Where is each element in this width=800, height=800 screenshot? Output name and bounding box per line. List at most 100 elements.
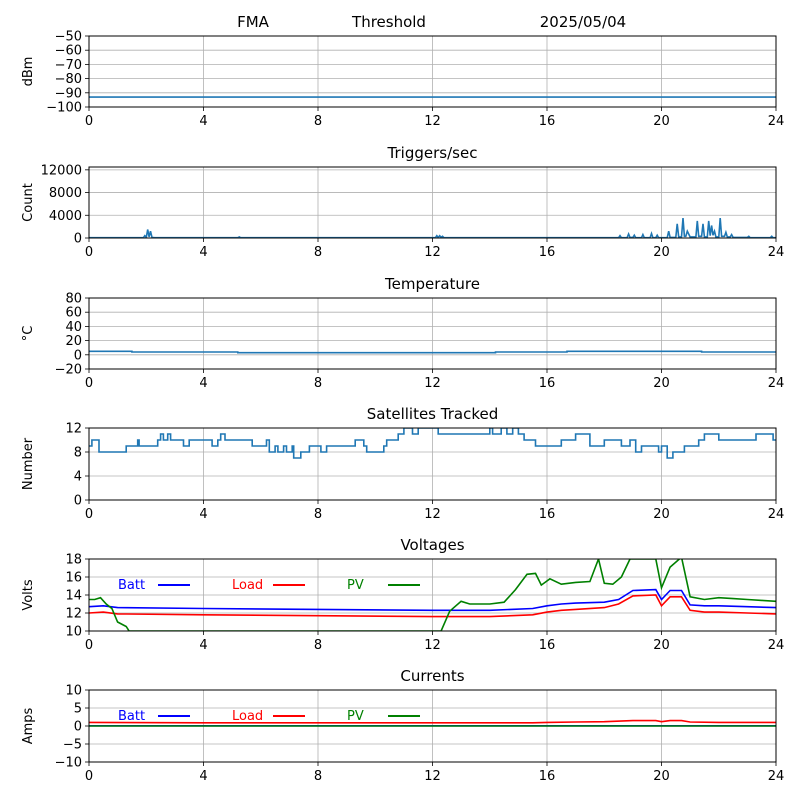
satellites-xtick-label-5: 20: [653, 507, 670, 522]
currents-xtick-label-2: 8: [314, 769, 322, 784]
temperature-ytick-label-5: 80: [65, 292, 82, 307]
triggers-xtick-label-5: 20: [653, 245, 670, 260]
noise-xtick-label-1: 4: [199, 114, 207, 129]
voltages-xtick-label-3: 12: [424, 638, 441, 653]
temperature-xtick-label-2: 8: [314, 376, 322, 391]
voltages-legend-label-load: Load: [232, 578, 263, 593]
temperature-ytick-label-0: −20: [55, 363, 82, 378]
noise-ylabel: dBm: [21, 57, 36, 87]
voltages-xtick-label-6: 24: [768, 638, 785, 653]
currents-xtick-label-6: 24: [768, 769, 785, 784]
noise-ytick-label-5: −50: [55, 30, 82, 45]
temperature-title: Temperature: [384, 275, 480, 293]
currents-series-load: [89, 719, 776, 724]
currents-xtick-label-0: 0: [85, 769, 93, 784]
voltages-ytick-label-4: 18: [65, 553, 82, 568]
temperature-ytick-label-3: 40: [65, 320, 82, 335]
triggers-ytick-label-1: 4000: [49, 209, 82, 224]
voltages-series-load: [89, 594, 776, 618]
currents-xtick-label-4: 16: [539, 769, 556, 784]
voltages-ytick-label-0: 10: [65, 625, 82, 640]
satellites-xtick-label-4: 16: [539, 507, 556, 522]
header-date: 2025/05/04: [540, 13, 626, 31]
triggers-xtick-label-3: 12: [424, 245, 441, 260]
triggers-xtick-label-6: 24: [768, 245, 785, 260]
triggers-xtick-label-0: 0: [85, 245, 93, 260]
currents-ytick-label-2: 0: [74, 720, 82, 735]
voltages-ytick-label-3: 16: [65, 571, 82, 586]
currents-xtick-label-3: 12: [424, 769, 441, 784]
header-station: FMA: [237, 13, 270, 31]
temperature-ytick-label-4: 60: [65, 306, 82, 321]
noise-xtick-label-4: 16: [539, 114, 556, 129]
triggers-xtick-label-1: 4: [199, 245, 207, 260]
temperature-xtick-label-6: 24: [768, 376, 785, 391]
currents-legend-label-pv: PV: [347, 709, 364, 724]
currents-legend-label-load: Load: [232, 709, 263, 724]
temperature-xtick-label-3: 12: [424, 376, 441, 391]
header-mode: Threshold: [351, 13, 426, 31]
voltages-ylabel: Volts: [21, 579, 36, 611]
triggers-title: Triggers/sec: [387, 144, 478, 162]
voltages-xtick-label-0: 0: [85, 638, 93, 653]
satellites-ytick-label-3: 12: [65, 422, 82, 437]
satellites-ytick-label-1: 4: [74, 470, 82, 485]
temperature-ytick-label-1: 0: [74, 348, 82, 363]
currents-ylabel: Amps: [21, 707, 36, 744]
temperature-xtick-label-0: 0: [85, 376, 93, 391]
voltages-series-pv: [89, 559, 776, 631]
satellites-series-0: [89, 428, 776, 459]
temperature-ylabel: °C: [21, 326, 36, 342]
satellites-panel: 0 4 8 12 16 20 24 0 4 8 12 Satellites Tracked Number: [21, 405, 784, 522]
noise-ytick-label-1: −90: [55, 86, 82, 101]
currents-xtick-label-5: 20: [653, 769, 670, 784]
currents-ytick-label-1: −5: [63, 738, 82, 753]
temperature-series-0: [89, 350, 776, 354]
currents-ytick-label-3: 5: [74, 702, 82, 717]
noise-ytick-label-0: −100: [46, 101, 82, 116]
satellites-title: Satellites Tracked: [367, 405, 498, 423]
voltages-legend-label-pv: PV: [347, 578, 364, 593]
voltages-xtick-label-1: 4: [199, 638, 207, 653]
voltages-series-batt: [89, 588, 776, 612]
triggers-ytick-label-0: 0: [74, 232, 82, 247]
triggers-ytick-label-3: 12000: [41, 163, 82, 178]
satellites-xtick-label-1: 4: [199, 507, 207, 522]
currents-title: Currents: [400, 667, 464, 685]
voltages-xtick-label-2: 8: [314, 638, 322, 653]
currents-panel: 0 4 8 12 16 20 24 −10 −5 0 5 10 Currents Amps Batt Load…: [21, 667, 784, 784]
noise-ytick-label-3: −70: [55, 58, 82, 73]
currents-xtick-label-1: 4: [199, 769, 207, 784]
voltages-panel: 0 4 8 12 16 20 24 10 12 14 16 18 Voltages Volts Batt Lo…: [21, 536, 784, 653]
triggers-xtick-label-2: 8: [314, 245, 322, 260]
noise-panel: 0 4 8 12 16 20 24 −100−90−80−70−60−50 dBm: [21, 30, 784, 130]
triggers-panel: 0 4 8 12 16 20 24 0 4000 8000 12000 Triggers/sec Cou…: [21, 144, 784, 260]
currents-legend-label-batt: Batt: [118, 709, 145, 724]
satellites-xtick-label-3: 12: [424, 507, 441, 522]
currents-ytick-label-4: 10: [65, 684, 82, 699]
temperature-xtick-label-1: 4: [199, 376, 207, 391]
satellites-xtick-label-6: 24: [768, 507, 785, 522]
temperature-ytick-label-2: 20: [65, 334, 82, 349]
satellites-xtick-label-0: 0: [85, 507, 93, 522]
voltages-ytick-label-2: 14: [65, 589, 82, 604]
satellites-ytick-label-2: 8: [74, 446, 82, 461]
temperature-xtick-label-5: 20: [653, 376, 670, 391]
satellites-ylabel: Number: [21, 437, 36, 490]
noise-xtick-label-2: 8: [314, 114, 322, 129]
voltages-xtick-label-5: 20: [653, 638, 670, 653]
triggers-ylabel: Count: [21, 183, 36, 222]
temperature-xtick-label-4: 16: [539, 376, 556, 391]
noise-xtick-label-5: 20: [653, 114, 670, 129]
triggers-ytick-label-2: 8000: [49, 186, 82, 201]
voltages-xtick-label-4: 16: [539, 638, 556, 653]
triggers-xtick-label-4: 16: [539, 245, 556, 260]
noise-xtick-label-3: 12: [424, 114, 441, 129]
noise-xtick-label-0: 0: [85, 114, 93, 129]
satellites-xtick-label-2: 8: [314, 507, 322, 522]
voltages-ytick-label-1: 12: [65, 607, 82, 622]
noise-ytick-label-4: −60: [55, 44, 82, 59]
